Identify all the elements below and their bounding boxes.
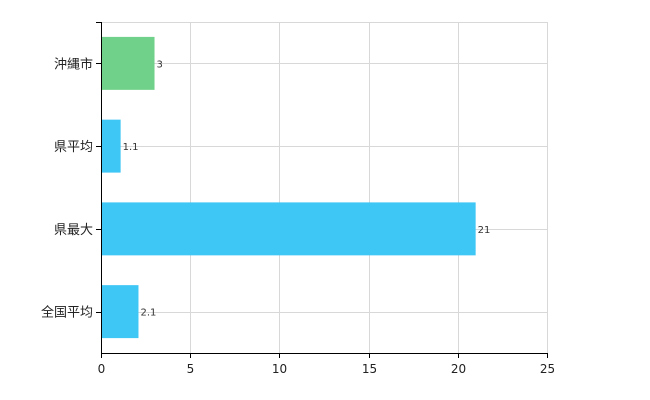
x-tick-label-25: 25 <box>540 362 555 376</box>
labels: 3 沖縄市 1.1 県平均 21 県最大 2.1 全国平均 0 5 10 15 20 25 <box>41 56 555 376</box>
data-label-3: 2.1 <box>140 308 156 319</box>
data-label-0: 3 <box>157 59 163 70</box>
x-tick-label-0: 0 <box>98 362 106 376</box>
data-label-1: 1.1 <box>123 142 139 153</box>
bar-1 <box>101 119 121 173</box>
category-label-3: 全国平均 <box>41 305 93 321</box>
x-tick-label-5: 5 <box>187 362 195 376</box>
category-label-0: 沖縄市 <box>54 56 93 72</box>
bar-3 <box>101 285 139 339</box>
category-label-2: 県最大 <box>54 223 93 238</box>
data-label-2: 21 <box>478 225 491 236</box>
x-tick-label-10: 10 <box>272 362 287 376</box>
bar-2 <box>101 202 476 256</box>
category-label-1: 県平均 <box>54 140 93 155</box>
bars <box>101 36 476 339</box>
x-tick-label-15: 15 <box>362 362 377 376</box>
x-tick-label-20: 20 <box>451 362 466 376</box>
grid-lines <box>101 22 548 353</box>
axes <box>96 22 548 358</box>
bar-0 <box>101 36 155 90</box>
